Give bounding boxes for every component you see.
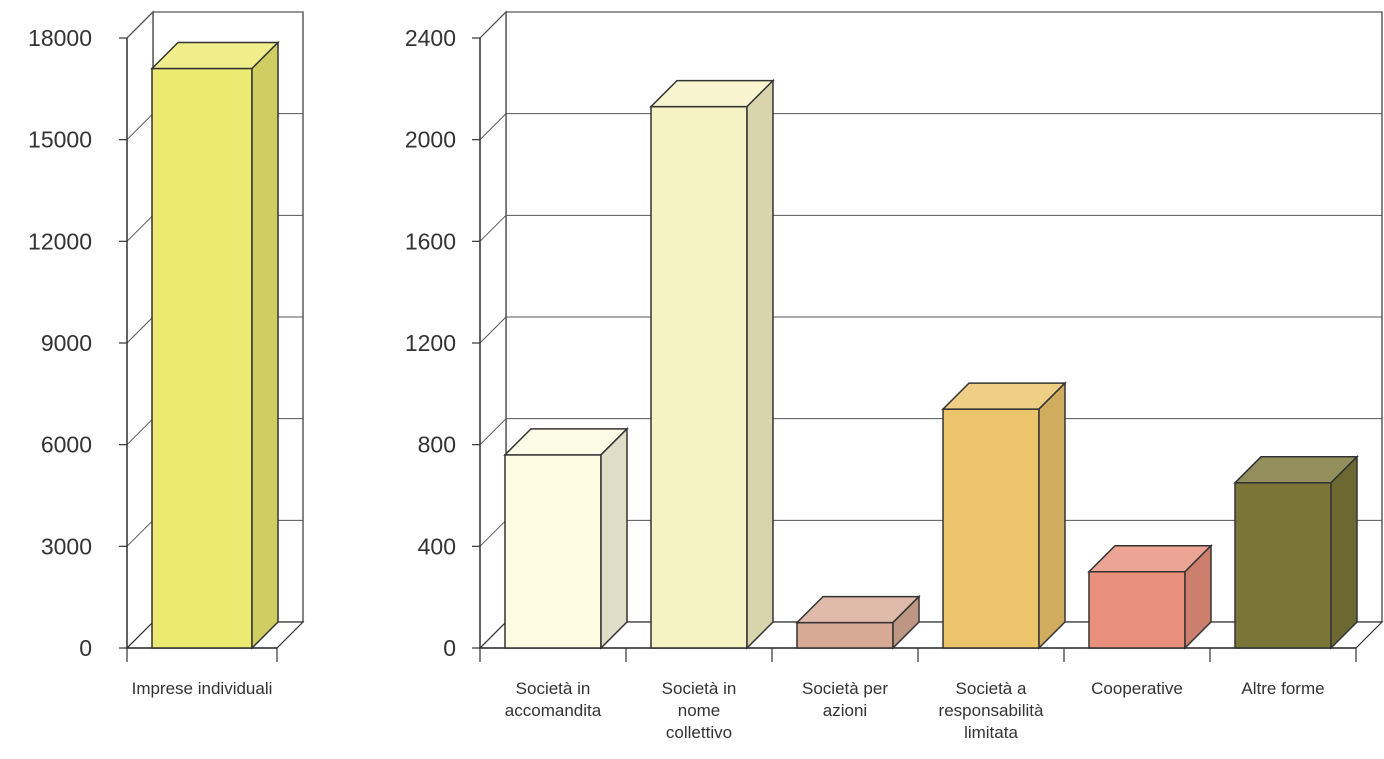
bar-front <box>151 67 253 649</box>
x-category-label: Società in nome collettivo <box>662 679 737 742</box>
bar-front <box>650 105 748 649</box>
gridline-side <box>479 113 507 141</box>
bar-side <box>1038 381 1066 650</box>
x-category-label: Cooperative <box>1091 679 1183 698</box>
bar-side <box>746 78 774 650</box>
gridline-side <box>479 418 507 446</box>
bar-front <box>942 408 1040 649</box>
y-tick-label: 12000 <box>28 228 92 254</box>
y-tick-label: 800 <box>418 432 456 458</box>
gridline-side <box>126 214 154 242</box>
bar-side <box>251 40 279 650</box>
y-tick-label: 1600 <box>405 228 456 254</box>
bar-side <box>1330 454 1358 650</box>
gridline-side <box>479 316 507 344</box>
x-category-label: Società per azioni <box>802 679 888 720</box>
gridline-side <box>126 113 154 141</box>
bar-front <box>796 621 894 649</box>
y-tick-label: 3000 <box>41 533 92 559</box>
y-tick-label: 9000 <box>41 330 92 356</box>
y-tick-label: 0 <box>443 635 456 661</box>
y-tick-label: 6000 <box>41 432 92 458</box>
y-tick-label: 18000 <box>28 25 92 51</box>
bar <box>503 427 629 650</box>
y-tick-label: 2400 <box>405 25 456 51</box>
bar <box>150 40 280 650</box>
bar-side <box>1184 543 1212 650</box>
gridline-side <box>479 214 507 242</box>
bar-front <box>504 454 602 649</box>
gridline-side <box>126 418 154 446</box>
bar <box>1233 454 1359 650</box>
chart-right: 0 400 800 1200 1600 2000 2400 Società in accoman… <box>405 10 1384 742</box>
gridline-side <box>126 11 154 39</box>
y-tick-label: 400 <box>418 533 456 559</box>
bar <box>795 594 921 650</box>
x-category-label: Imprese individuali <box>132 679 273 698</box>
x-category-label: Altre forme <box>1241 679 1324 698</box>
y-tick-label: 1200 <box>405 330 456 356</box>
gridline-side <box>479 519 507 547</box>
bar <box>1087 543 1213 650</box>
bar <box>941 381 1067 650</box>
gridline-side <box>126 316 154 344</box>
x-category-label: Società a responsabilità limitata <box>939 679 1044 742</box>
gridline-side <box>479 11 507 39</box>
chart-left: 0 3000 6000 9000 12000 15000 18000 Imprese indi… <box>28 10 305 698</box>
x-category-label: Società in accomandita <box>505 679 602 720</box>
y-tick-label: 2000 <box>405 127 456 153</box>
gridline-side <box>126 519 154 547</box>
y-tick-label: 0 <box>79 635 92 661</box>
bar-front <box>1234 482 1332 649</box>
bar-front <box>1088 571 1186 649</box>
bar <box>649 78 775 650</box>
bar-side <box>600 427 628 650</box>
bar-side <box>892 594 920 650</box>
y-tick-label: 15000 <box>28 127 92 153</box>
